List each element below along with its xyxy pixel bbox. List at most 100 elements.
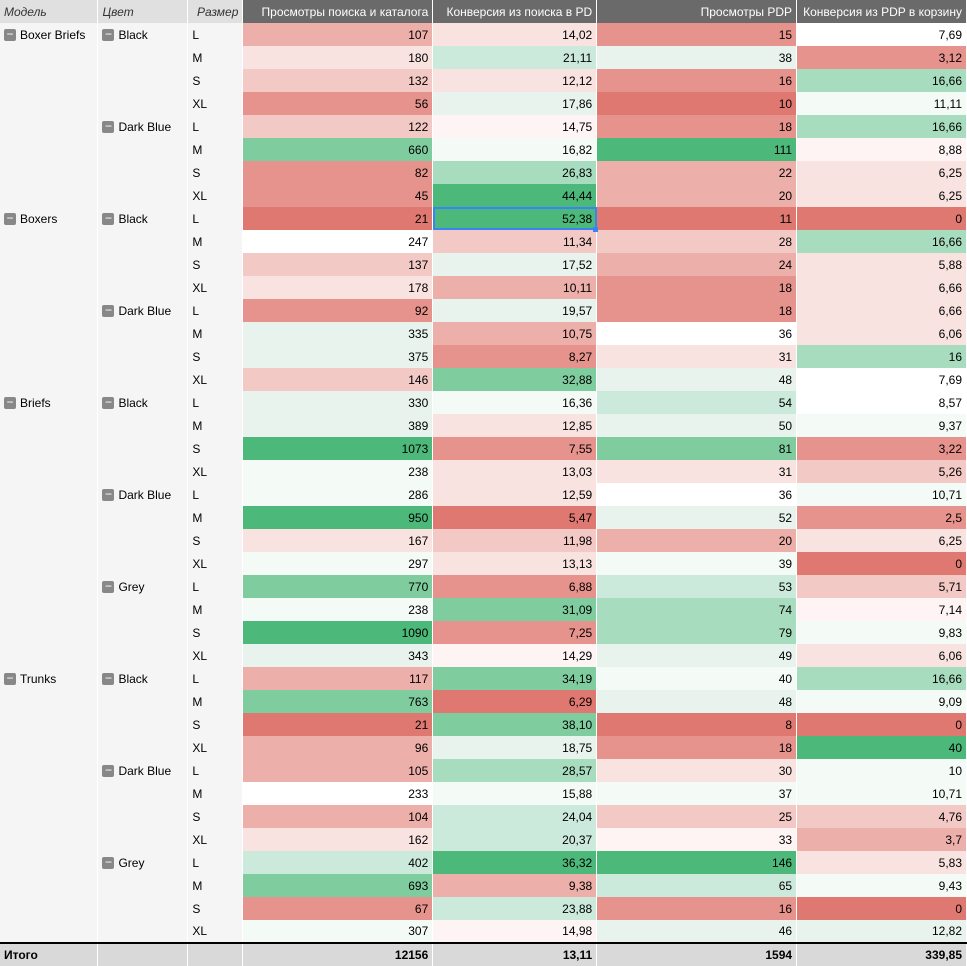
metric-cell-m3[interactable]: 31 xyxy=(597,345,797,368)
metric-cell-m4[interactable]: 16 xyxy=(797,345,967,368)
collapse-icon[interactable]: − xyxy=(102,305,114,317)
metric-cell-m4[interactable]: 9,43 xyxy=(797,874,967,897)
metric-cell-m4[interactable]: 5,71 xyxy=(797,575,967,598)
metric-cell-m1[interactable]: 117 xyxy=(243,667,433,690)
table-row[interactable]: M33510,75366,06 xyxy=(0,322,967,345)
metric-cell-m4[interactable]: 7,14 xyxy=(797,598,967,621)
size-cell[interactable]: L xyxy=(188,115,243,138)
col-pdp-views[interactable]: Просмотры PDP xyxy=(597,0,797,23)
size-cell[interactable]: L xyxy=(188,23,243,46)
table-row[interactable]: M38912,85509,37 xyxy=(0,414,967,437)
metric-cell-m2[interactable]: 12,85 xyxy=(433,414,597,437)
metric-cell-m4[interactable]: 9,83 xyxy=(797,621,967,644)
metric-cell-m1[interactable]: 330 xyxy=(243,391,433,414)
metric-cell-m3[interactable]: 16 xyxy=(597,69,797,92)
metric-cell-m3[interactable]: 146 xyxy=(597,851,797,874)
metric-cell-m4[interactable]: 8,88 xyxy=(797,138,967,161)
metric-cell-m1[interactable]: 180 xyxy=(243,46,433,69)
metric-cell-m1[interactable]: 389 xyxy=(243,414,433,437)
color-cell[interactable]: −Grey xyxy=(98,851,188,874)
metric-cell-m4[interactable]: 11,11 xyxy=(797,92,967,115)
metric-cell-m4[interactable]: 16,66 xyxy=(797,667,967,690)
size-cell[interactable]: L xyxy=(188,851,243,874)
color-cell[interactable]: −Black xyxy=(98,207,188,230)
metric-cell-m4[interactable]: 7,69 xyxy=(797,23,967,46)
size-cell[interactable]: M xyxy=(188,414,243,437)
collapse-icon[interactable]: − xyxy=(4,29,16,41)
size-cell[interactable]: S xyxy=(188,253,243,276)
table-row[interactable]: XL5617,861011,11 xyxy=(0,92,967,115)
color-cell[interactable]: −Dark Blue xyxy=(98,483,188,506)
metric-cell-m1[interactable]: 375 xyxy=(243,345,433,368)
collapse-icon[interactable]: − xyxy=(4,397,16,409)
table-row[interactable]: −Boxers−BlackL2152,38110 xyxy=(0,207,967,230)
col-color[interactable]: Цвет xyxy=(98,0,188,23)
metric-cell-m2[interactable]: 14,98 xyxy=(433,920,597,943)
color-cell[interactable]: −Dark Blue xyxy=(98,299,188,322)
metric-cell-m3[interactable]: 40 xyxy=(597,667,797,690)
metric-cell-m3[interactable]: 39 xyxy=(597,552,797,575)
table-row[interactable]: XL16220,37333,7 xyxy=(0,828,967,851)
metric-cell-m3[interactable]: 81 xyxy=(597,437,797,460)
metric-cell-m1[interactable]: 105 xyxy=(243,759,433,782)
metric-cell-m4[interactable]: 9,37 xyxy=(797,414,967,437)
metric-cell-m2[interactable]: 31,09 xyxy=(433,598,597,621)
metric-cell-m2[interactable]: 10,11 xyxy=(433,276,597,299)
size-cell[interactable]: M xyxy=(188,598,243,621)
metric-cell-m1[interactable]: 146 xyxy=(243,368,433,391)
table-row[interactable]: M23831,09747,14 xyxy=(0,598,967,621)
metric-cell-m4[interactable]: 0 xyxy=(797,713,967,736)
metric-cell-m2[interactable]: 9,38 xyxy=(433,874,597,897)
table-row[interactable]: S16711,98206,25 xyxy=(0,529,967,552)
metric-cell-m2[interactable]: 36,32 xyxy=(433,851,597,874)
metric-cell-m1[interactable]: 107 xyxy=(243,23,433,46)
size-cell[interactable]: S xyxy=(188,805,243,828)
col-model[interactable]: Модель xyxy=(0,0,98,23)
metric-cell-m1[interactable]: 307 xyxy=(243,920,433,943)
size-cell[interactable]: M xyxy=(188,46,243,69)
table-row[interactable]: S10907,25799,83 xyxy=(0,621,967,644)
size-cell[interactable]: M xyxy=(188,782,243,805)
metric-cell-m1[interactable]: 297 xyxy=(243,552,433,575)
table-row[interactable]: S6723,88160 xyxy=(0,897,967,920)
metric-cell-m2[interactable]: 24,04 xyxy=(433,805,597,828)
table-row[interactable]: S3758,273116 xyxy=(0,345,967,368)
table-row[interactable]: XL17810,11186,66 xyxy=(0,276,967,299)
metric-cell-m2[interactable]: 14,02 xyxy=(433,23,597,46)
table-row[interactable]: M7636,29489,09 xyxy=(0,690,967,713)
metric-cell-m3[interactable]: 15 xyxy=(597,23,797,46)
metric-cell-m4[interactable]: 16,66 xyxy=(797,69,967,92)
metric-cell-m2[interactable]: 13,13 xyxy=(433,552,597,575)
collapse-icon[interactable]: − xyxy=(102,673,114,685)
metric-cell-m1[interactable]: 693 xyxy=(243,874,433,897)
metric-cell-m2[interactable]: 52,38 xyxy=(433,207,597,230)
metric-cell-m4[interactable]: 8,57 xyxy=(797,391,967,414)
size-cell[interactable]: S xyxy=(188,345,243,368)
metric-cell-m3[interactable]: 20 xyxy=(597,184,797,207)
size-cell[interactable]: S xyxy=(188,713,243,736)
table-row[interactable]: −Briefs−BlackL33016,36548,57 xyxy=(0,391,967,414)
metric-cell-m1[interactable]: 335 xyxy=(243,322,433,345)
color-cell[interactable]: −Black xyxy=(98,23,188,46)
metric-cell-m4[interactable]: 12,82 xyxy=(797,920,967,943)
collapse-icon[interactable]: − xyxy=(102,581,114,593)
table-row[interactable]: S10737,55813,22 xyxy=(0,437,967,460)
table-row[interactable]: XL29713,13390 xyxy=(0,552,967,575)
size-cell[interactable]: XL xyxy=(188,368,243,391)
metric-cell-m4[interactable]: 6,25 xyxy=(797,529,967,552)
table-row[interactable]: XL4544,44206,25 xyxy=(0,184,967,207)
metric-cell-m3[interactable]: 22 xyxy=(597,161,797,184)
metric-cell-m4[interactable]: 6,25 xyxy=(797,184,967,207)
table-row[interactable]: −Dark BlueL12214,751816,66 xyxy=(0,115,967,138)
metric-cell-m3[interactable]: 16 xyxy=(597,897,797,920)
metric-cell-m1[interactable]: 1073 xyxy=(243,437,433,460)
metric-cell-m2[interactable]: 26,83 xyxy=(433,161,597,184)
model-cell[interactable]: −Boxers xyxy=(0,207,98,230)
metric-cell-m4[interactable]: 0 xyxy=(797,897,967,920)
metric-cell-m2[interactable]: 44,44 xyxy=(433,184,597,207)
metric-cell-m2[interactable]: 28,57 xyxy=(433,759,597,782)
metric-cell-m1[interactable]: 92 xyxy=(243,299,433,322)
table-row[interactable]: S10424,04254,76 xyxy=(0,805,967,828)
size-cell[interactable]: XL xyxy=(188,920,243,943)
metric-cell-m3[interactable]: 20 xyxy=(597,529,797,552)
